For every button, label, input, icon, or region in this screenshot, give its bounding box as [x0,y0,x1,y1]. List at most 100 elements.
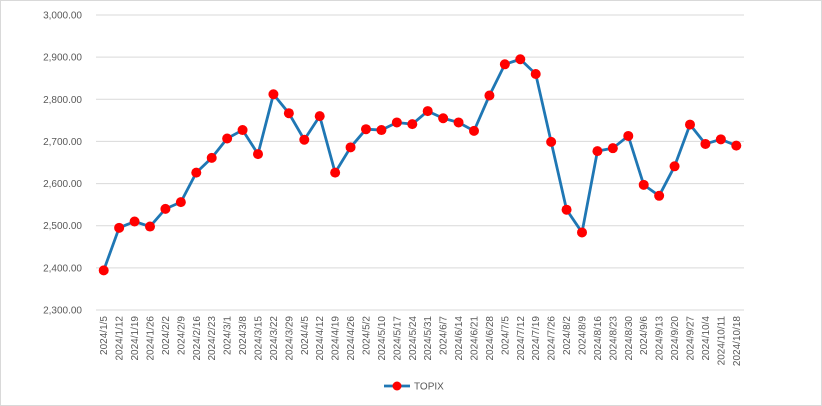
data-point [607,143,618,154]
data-point [700,138,711,149]
data-point [515,54,526,65]
x-tick-label: 2024/1/26 [146,316,157,361]
x-tick-label: 2024/6/28 [485,316,496,361]
x-tick-label: 2024/3/8 [238,316,249,355]
y-tick-label: 3,000.00 [43,11,82,22]
x-tick-label: 2024/5/10 [377,316,388,361]
x-tick-label: 2024/7/5 [500,316,511,355]
x-tick-label: 2024/1/5 [99,316,110,355]
x-tick-label: 2024/1/19 [130,316,141,361]
data-point [145,221,155,232]
data-point [638,179,649,190]
data-point [499,59,510,70]
x-axis-tick-labels: 2024/1/5 2024/1/12 2024/1/19 2024/1/26 2024/… [99,316,743,366]
data-point [222,133,233,144]
y-tick-label: 2,900.00 [43,53,82,64]
data-point [453,117,464,128]
data-point [715,134,726,145]
data-point [191,167,202,178]
x-tick-label: 2024/4/19 [331,316,342,361]
data-point [731,140,742,151]
data-point [114,222,125,233]
x-tick-label: 2024/4/12 [315,316,326,361]
x-tick-label: 2024/5/31 [423,316,434,361]
x-tick-label: 2024/8/30 [624,316,635,361]
data-point [237,125,248,136]
x-tick-label: 2024/6/7 [439,316,450,355]
y-tick-label: 2,700.00 [43,137,82,148]
legend-label: TOPIX [414,382,444,393]
x-tick-label: 2024/5/2 [362,316,373,355]
x-tick-label: 2024/9/20 [670,316,681,361]
x-tick-label: 2024/2/16 [192,316,203,361]
x-tick-label: 2024/7/12 [516,316,527,361]
x-tick-label: 2024/8/9 [578,316,589,355]
data-point [299,134,310,145]
x-tick-label: 2024/3/1 [223,316,234,355]
data-point [391,117,402,128]
x-tick-label: 2024/10/11 [716,316,727,366]
x-tick-label: 2024/8/2 [562,316,573,355]
x-tick-label: 2024/3/15 [254,316,265,361]
x-tick-label: 2024/6/21 [470,316,481,361]
data-point [376,125,387,136]
x-tick-label: 2024/2/2 [161,316,172,355]
y-tick-label: 2,500.00 [43,221,82,232]
x-tick-label: 2024/10/4 [701,316,712,361]
data-point [669,161,680,172]
data-point [129,216,140,227]
data-point [361,124,371,135]
gridlines [96,14,744,311]
data-point [206,152,217,163]
x-tick-label: 2024/1/12 [115,316,126,361]
data-point [98,265,109,276]
data-point [530,69,541,79]
data-point [407,119,418,130]
series-line-topix [102,57,737,271]
x-tick-label: 2024/9/6 [639,316,650,355]
x-tick-label: 2024/7/19 [531,316,542,361]
x-tick-label: 2024/4/5 [300,316,311,355]
data-point [314,111,325,122]
data-point [592,146,603,157]
data-point [561,204,572,215]
x-tick-label: 2024/5/17 [392,316,403,361]
x-tick-label: 2024/6/14 [454,316,465,361]
data-point [654,190,665,201]
y-tick-label: 2,600.00 [43,179,82,190]
x-tick-label: 2024/5/24 [408,316,419,361]
x-tick-label: 2024/9/27 [686,316,697,361]
x-tick-label: 2024/9/13 [655,316,666,361]
data-point [623,130,634,141]
data-point [345,142,356,153]
data-point [268,89,279,100]
x-tick-label: 2024/10/18 [732,316,743,366]
y-tick-label: 2,800.00 [43,95,82,106]
data-point [160,203,171,214]
legend: TOPIX [384,381,444,393]
data-point [438,113,449,124]
x-tick-label: 2024/7/26 [547,316,558,361]
x-tick-label: 2024/8/16 [593,316,604,361]
data-point [253,149,263,160]
data-point [577,227,587,238]
data-point [330,167,341,178]
data-point [175,197,186,208]
y-tick-label: 2,300.00 [43,306,82,317]
data-point [685,119,695,130]
data-point [484,90,495,101]
data-point [422,106,433,117]
data-point [283,108,294,119]
x-tick-label: 2024/3/22 [269,316,280,361]
x-tick-label: 2024/8/23 [608,316,619,361]
series-topix [98,54,742,276]
x-tick-label: 2024/2/23 [207,316,218,361]
x-tick-label: 2024/3/29 [284,316,295,361]
y-axis-tick-labels: 2,300.00 2,400.00 2,500.00 2,600.00 2,700.00… [43,11,82,317]
x-tick-label: 2024/4/26 [346,316,357,361]
data-point [469,125,479,136]
legend-marker-swatch [392,381,402,391]
data-point [546,136,557,147]
